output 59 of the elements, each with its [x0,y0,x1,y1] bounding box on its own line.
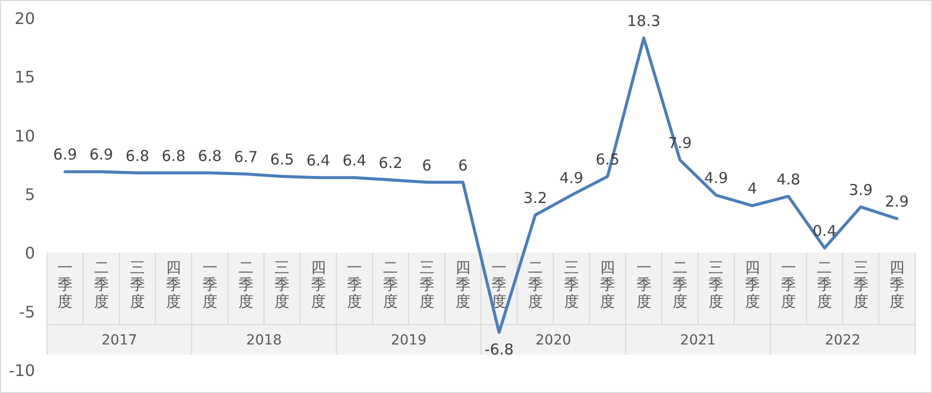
x-tick-label: 三季度 [130,258,145,311]
data-label: 6.5 [270,150,294,168]
data-label: 2.9 [884,192,909,211]
data-label: 0.4 [812,222,837,240]
data-label: 6.9 [89,146,114,164]
x-tick-label: 四季度 [889,258,904,311]
x-tick-label: 一季度 [202,258,218,311]
x-tick-label: 二季度 [528,258,543,311]
x-tick-label: 二季度 [238,258,254,311]
x-tick-label: 二季度 [672,258,688,311]
data-label: -6.8 [484,340,514,358]
annotation: 2019 [390,332,426,349]
data-label: 6.4 [342,152,366,170]
data-label: 4.9 [704,169,728,188]
y-tick-label: -5 [19,302,35,322]
x-tick-label: 一季度 [58,258,73,311]
x-tick-label: 一季度 [636,258,652,311]
x-tick-label: 三季度 [708,258,724,311]
y-tick-label: 0 [24,244,35,263]
data-label: 18.3 [627,12,660,30]
y-tick-label: 15 [14,68,35,87]
data-label: 6 [458,156,468,174]
annotation: 2020 [536,332,572,349]
data-label: 6.2 [378,154,403,172]
x-tick-label: 一季度 [780,258,796,311]
x-tick-label: 三季度 [419,258,434,311]
data-label: 6 [422,156,432,174]
data-label: 6.4 [306,152,330,170]
annotation: 2017 [102,332,138,349]
x-tick-label: 四季度 [166,258,182,311]
x-tick-label: 二季度 [383,258,398,311]
annotation: 2022 [824,332,860,349]
x-tick-label: 四季度 [455,258,470,311]
x-tick-label: 二季度 [817,258,832,311]
x-tick-label: 三季度 [274,258,290,311]
y-tick-label: 5 [24,185,35,204]
data-label: 4.9 [559,169,584,188]
x-tick-label: 二季度 [94,258,109,311]
x-tick-label: 一季度 [346,258,362,311]
data-label: 4 [747,180,758,198]
x-tick-label: 四季度 [744,258,760,311]
y-tick-label: 20 [14,9,35,28]
data-label: 3.9 [848,180,873,199]
y-tick-label: -10 [8,361,35,380]
data-label: 6.7 [234,148,258,166]
annotation: 2018 [246,332,282,349]
data-label: 6.8 [125,146,150,165]
data-label: 6.9 [53,146,78,164]
x-tick-label: 三季度 [853,258,868,311]
data-label: 4.8 [776,170,800,188]
data-label: 6.8 [198,146,222,165]
data-label: 6.8 [162,146,186,165]
x-tick-label: 一季度 [492,258,507,311]
x-tick-label: 四季度 [600,258,616,311]
x-tick-label: 三季度 [564,258,579,311]
y-tick-label: 10 [14,126,35,146]
annotation: 2021 [680,332,716,349]
x-tick-label: 四季度 [310,258,326,311]
data-label: 3.2 [523,189,548,208]
